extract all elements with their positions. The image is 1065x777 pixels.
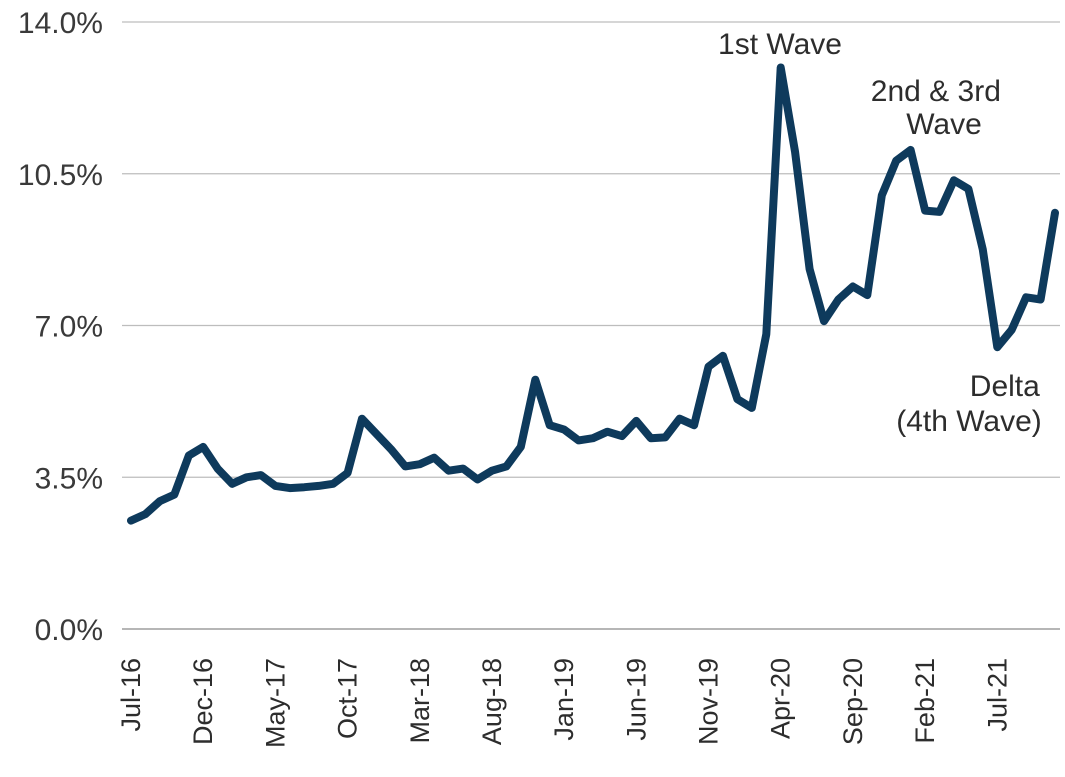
x-tick-label: Feb-21 bbox=[910, 658, 940, 744]
annotation-2nd-3rd-wave: 2nd & 3rd Wave bbox=[871, 75, 1009, 141]
series-line bbox=[127, 63, 1059, 525]
y-tick-label: 14.0% bbox=[18, 7, 103, 40]
x-tick-label: Mar-18 bbox=[405, 658, 435, 744]
x-tick-label: May-17 bbox=[260, 658, 290, 748]
x-axis-ticks: Jul-16 Dec-16 May-17 Oct-17 Mar-18 Aug-18 Jan-… bbox=[116, 658, 1012, 748]
x-tick-label: Aug-18 bbox=[477, 658, 507, 745]
x-tick-label: Nov-19 bbox=[694, 658, 724, 745]
y-axis-ticks: 0.0% 3.5% 7.0% 10.5% 14.0% bbox=[18, 7, 103, 647]
y-tick-label: 3.5% bbox=[35, 462, 103, 495]
x-tick-label: Jan-19 bbox=[549, 658, 579, 741]
annotations: 1st Wave 2nd & 3rd Wave Delta (4th Wave) bbox=[718, 28, 1048, 438]
x-tick-label: Oct-17 bbox=[333, 658, 363, 739]
y-tick-label: 7.0% bbox=[35, 311, 103, 344]
y-tick-label: 0.0% bbox=[35, 614, 103, 647]
annotation-delta-4th-wave: Delta (4th Wave) bbox=[896, 370, 1048, 438]
x-tick-label: Sep-20 bbox=[838, 658, 868, 745]
gridlines bbox=[122, 21, 1060, 630]
y-tick-label: 10.5% bbox=[18, 159, 103, 192]
x-tick-label: Apr-20 bbox=[766, 658, 796, 739]
annotation-1st-wave: 1st Wave bbox=[718, 28, 842, 61]
x-tick-label: Jul-21 bbox=[982, 658, 1012, 732]
x-tick-label: Dec-16 bbox=[188, 658, 218, 745]
x-tick-label: Jun-19 bbox=[621, 658, 651, 741]
x-tick-label: Jul-16 bbox=[116, 658, 146, 732]
